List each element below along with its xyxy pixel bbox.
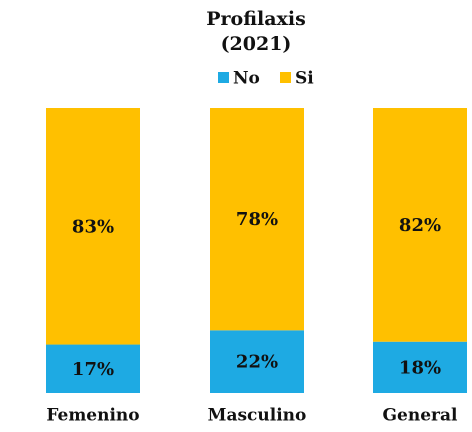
- x-tick-label: Masculino: [208, 406, 307, 426]
- data-label: 17%: [72, 359, 114, 380]
- data-label: 83%: [72, 216, 114, 237]
- legend-swatch: [218, 72, 229, 83]
- bar-segment: [210, 108, 304, 331]
- data-label: 82%: [399, 215, 441, 236]
- bar-segment: [210, 330, 304, 393]
- chart-subtitle: (2021): [221, 33, 292, 55]
- bar-segment: [373, 341, 467, 393]
- legend-label: Si: [295, 69, 314, 89]
- bar-segment: [46, 344, 140, 393]
- chart-title: Profilaxis: [206, 8, 306, 30]
- data-label: 22%: [236, 352, 278, 373]
- data-label: 18%: [399, 357, 441, 378]
- x-tick-label: Femenino: [46, 406, 139, 426]
- x-tick-label: General: [383, 406, 458, 426]
- legend-label: No: [233, 69, 260, 89]
- legend-swatch: [280, 72, 291, 83]
- bar-segment: [46, 108, 140, 345]
- data-label: 78%: [236, 209, 278, 230]
- bar-segment: [373, 108, 467, 342]
